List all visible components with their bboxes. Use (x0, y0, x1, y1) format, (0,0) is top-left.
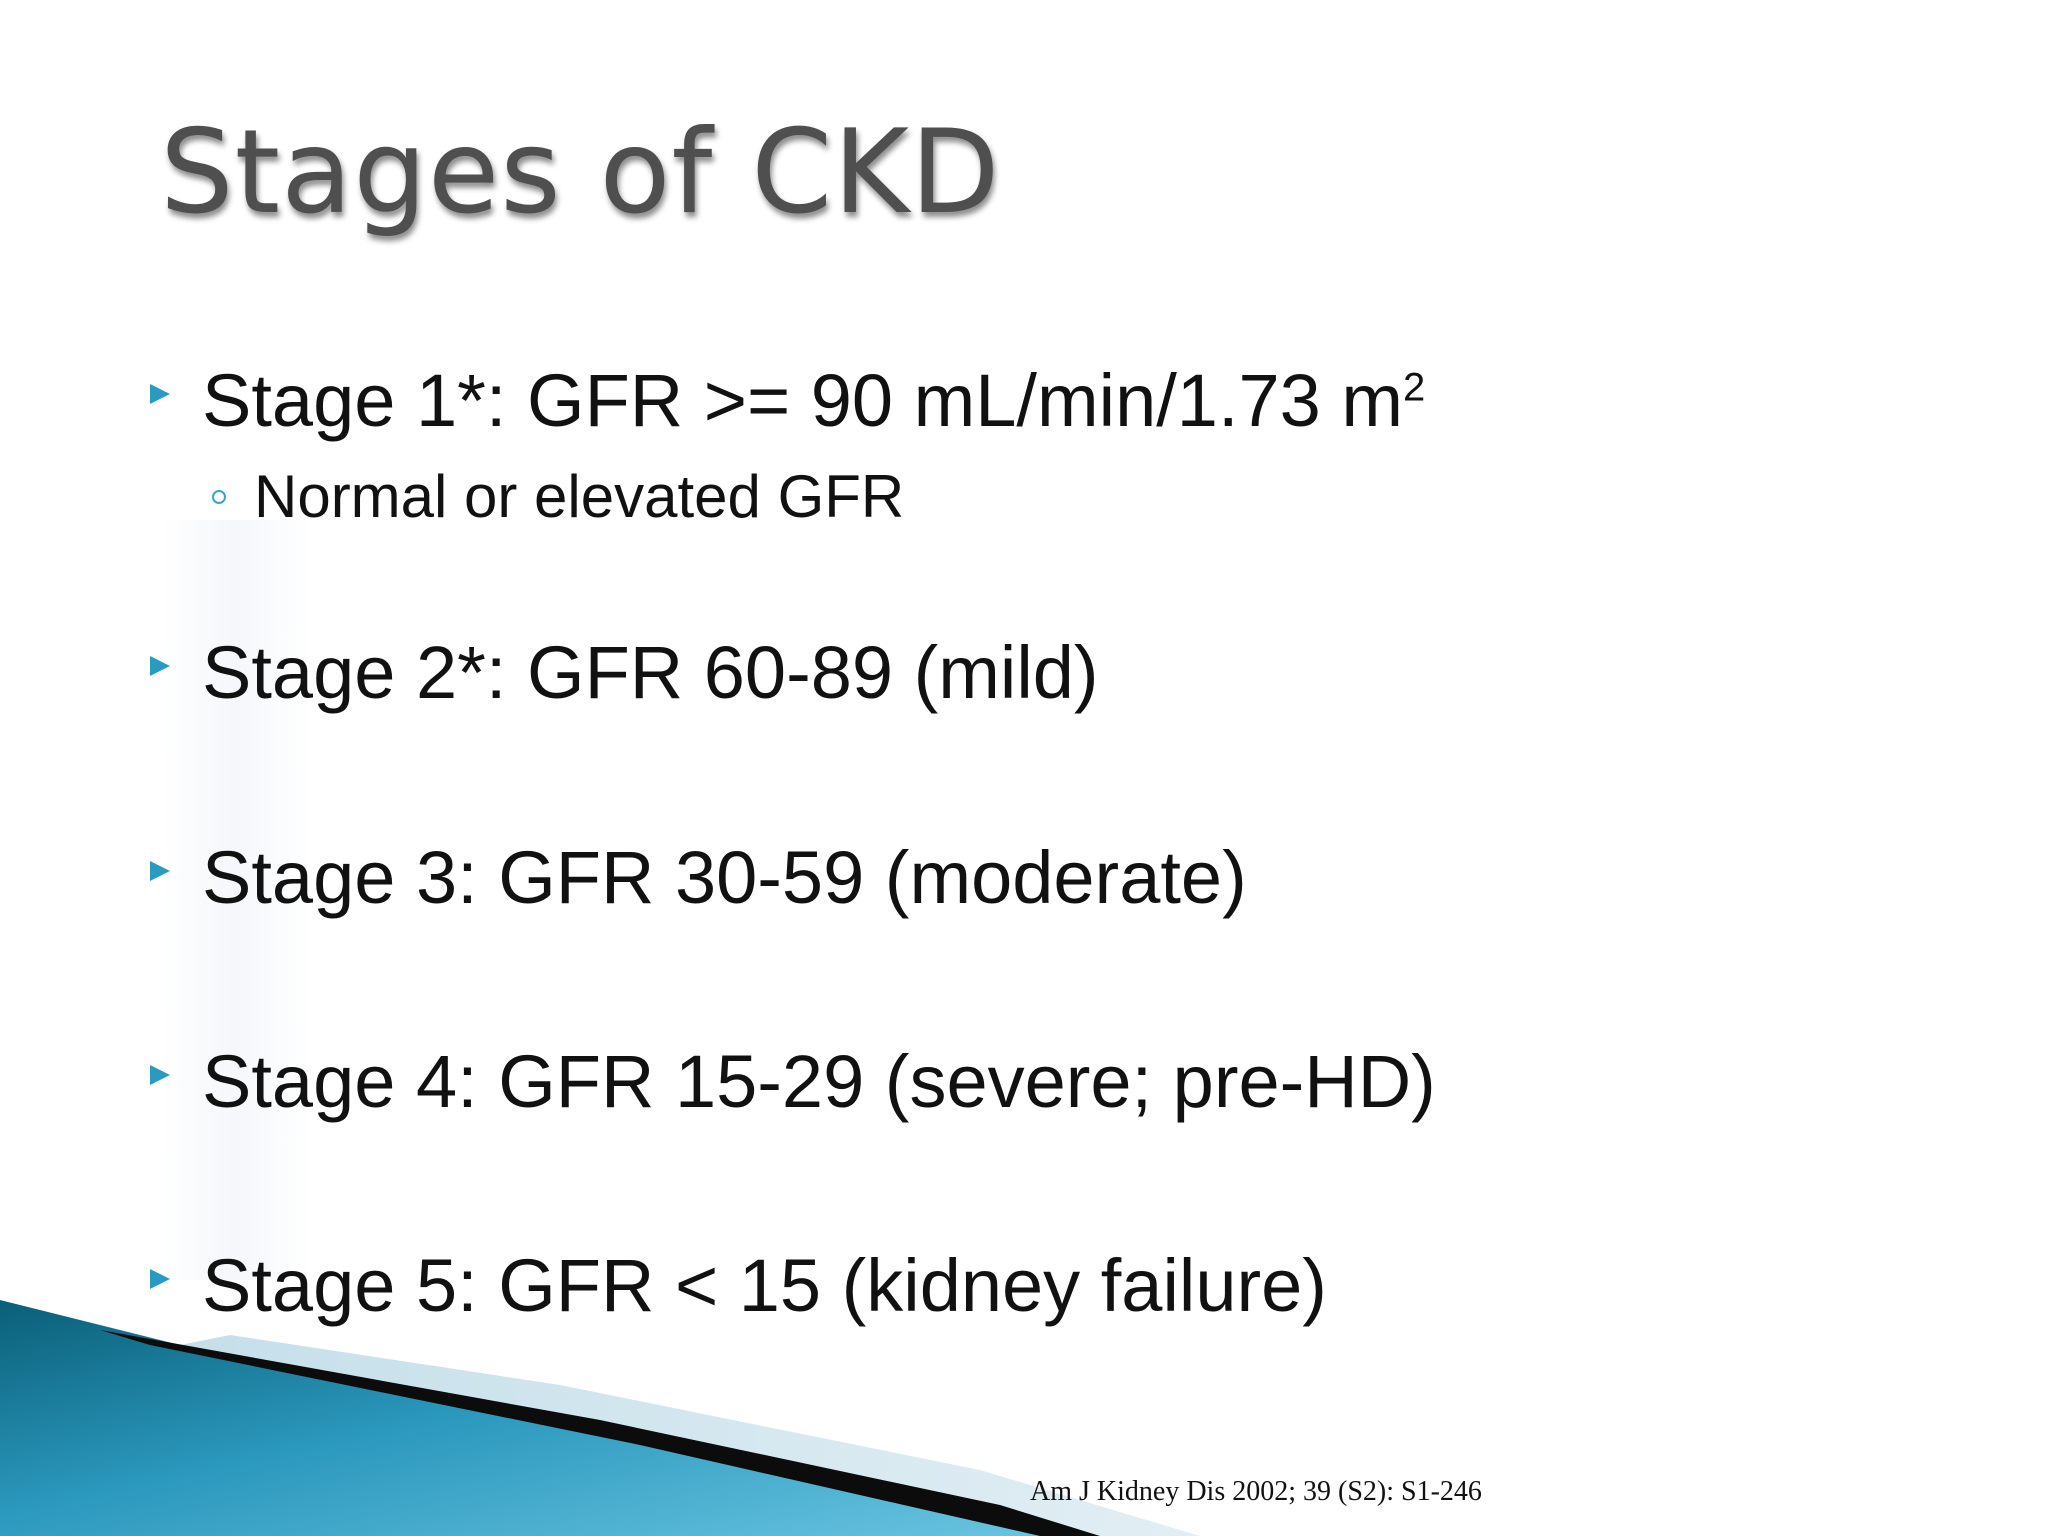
wave-blue-shape (0, 1300, 1100, 1536)
triangle-bullet-icon (150, 1065, 170, 1085)
bullet-stage-4: Stage 4: GFR 15-29 (severe; pre-HD) (150, 1039, 1436, 1125)
bullet-stage-5: Stage 5: GFR < 15 (kidney failure) (150, 1243, 1327, 1329)
citation: Am J Kidney Dis 2002; 39 (S2): S1-246 (1030, 1476, 1482, 1507)
circle-bullet-icon (212, 490, 226, 504)
bullet-text: Stage 4: GFR 15-29 (severe; pre-HD) (202, 1040, 1436, 1123)
triangle-bullet-icon (150, 861, 170, 881)
bullet-stage-1: Stage 1*: GFR >= 90 mL/min/1.73 m2 (150, 358, 1425, 444)
triangle-bullet-icon (150, 384, 170, 404)
bullet-stage-2: Stage 2*: GFR 60-89 (mild) (150, 630, 1099, 716)
bullet-text-main: Stage 1*: GFR >= 90 mL/min/1.73 m (202, 359, 1404, 442)
superscript: 2 (1403, 365, 1426, 410)
bullet-text: Stage 1*: GFR >= 90 mL/min/1.73 m2 (202, 358, 1425, 444)
bullet-text: Stage 3: GFR 30-59 (moderate) (202, 836, 1247, 919)
bullet-stage-3: Stage 3: GFR 30-59 (moderate) (150, 835, 1247, 921)
bullet-text: Stage 2*: GFR 60-89 (mild) (202, 631, 1099, 714)
bullet-text: Stage 5: GFR < 15 (kidney failure) (202, 1244, 1327, 1327)
sub-bullet-text: Normal or elevated GFR (254, 463, 905, 530)
background-panel (160, 520, 310, 1280)
triangle-bullet-icon (150, 1269, 170, 1289)
slide-title: Stages of CKD (160, 105, 1001, 240)
wave-dark-stripe (100, 1330, 1100, 1536)
sub-bullet-stage-1: Normal or elevated GFR (212, 462, 904, 532)
triangle-bullet-icon (150, 656, 170, 676)
